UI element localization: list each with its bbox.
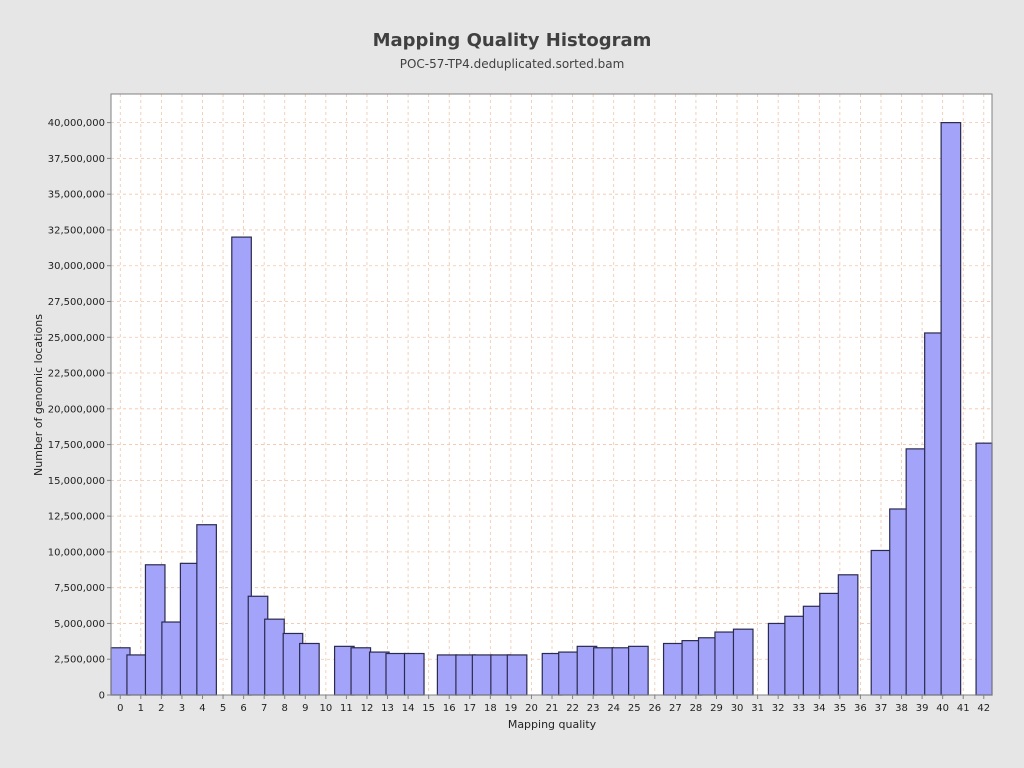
x-tick-label: 8	[282, 703, 288, 714]
x-tick-label: 23	[587, 703, 600, 714]
x-tick-label: 35	[833, 703, 846, 714]
x-tick-label: 13	[381, 703, 394, 714]
x-tick-label: 1	[138, 703, 144, 714]
y-tick-label: 25,000,000	[48, 333, 105, 344]
x-tick-label: 34	[813, 703, 826, 714]
y-tick-label: 5,000,000	[54, 619, 105, 630]
y-tick-label: 12,500,000	[48, 512, 105, 523]
x-tick-label: 4	[199, 703, 205, 714]
x-tick-label: 9	[302, 703, 308, 714]
x-tick-label: 39	[916, 703, 929, 714]
y-tick-label: 32,500,000	[48, 225, 105, 236]
histogram-bar	[299, 642, 320, 696]
axes: 02,500,0005,000,0007,500,00010,000,00012…	[48, 118, 990, 714]
x-tick-label: 3	[179, 703, 185, 714]
histogram-bar	[506, 654, 528, 696]
chart-subtitle: POC-57-TP4.deduplicated.sorted.bam	[399, 57, 625, 71]
y-tick-label: 22,500,000	[48, 369, 105, 380]
x-tick-label: 33	[792, 703, 805, 714]
x-tick-label: 21	[546, 703, 559, 714]
x-tick-label: 18	[484, 703, 497, 714]
x-tick-label: 16	[443, 703, 456, 714]
x-tick-label: 32	[772, 703, 785, 714]
y-tick-label: 35,000,000	[48, 190, 105, 201]
y-tick-label: 2,500,000	[54, 655, 105, 666]
histogram-bar	[837, 574, 859, 696]
x-tick-label: 30	[731, 703, 744, 714]
histogram-bar	[196, 524, 217, 696]
histogram-bar	[350, 647, 372, 696]
x-tick-label: 38	[895, 703, 908, 714]
x-tick-label: 29	[710, 703, 723, 714]
y-tick-label: 17,500,000	[48, 440, 105, 451]
x-tick-label: 28	[690, 703, 703, 714]
x-tick-label: 27	[669, 703, 682, 714]
x-tick-label: 0	[117, 703, 123, 714]
x-tick-label: 2	[158, 703, 164, 714]
x-tick-label: 12	[361, 703, 374, 714]
y-tick-label: 7,500,000	[54, 583, 105, 594]
histogram-bar	[975, 442, 993, 696]
x-tick-label: 25	[628, 703, 641, 714]
histogram-bar	[385, 652, 407, 696]
histogram-bar	[593, 647, 614, 696]
y-tick-label: 37,500,000	[48, 154, 105, 165]
x-tick-label: 19	[505, 703, 518, 714]
x-tick-label: 14	[402, 703, 415, 714]
histogram-bar	[161, 621, 183, 696]
histogram-bar	[264, 618, 285, 696]
histogram-bar	[403, 652, 425, 696]
histogram-bar	[471, 654, 493, 696]
histogram-bar	[714, 631, 736, 696]
histogram-bar	[436, 654, 458, 696]
plot-frame	[110, 93, 993, 696]
x-tick-label: 37	[875, 703, 888, 714]
x-tick-label: 36	[854, 703, 867, 714]
x-tick-label: 24	[607, 703, 620, 714]
histogram-bar	[732, 628, 754, 696]
x-tick-label: 15	[422, 703, 435, 714]
x-tick-label: 22	[566, 703, 579, 714]
histogram-bar	[870, 549, 892, 696]
histogram-bar	[628, 645, 649, 696]
chart-title: Mapping Quality Histogram	[372, 30, 652, 51]
histogram-bar	[905, 448, 927, 696]
y-tick-label: 27,500,000	[48, 297, 105, 308]
x-tick-label: 11	[340, 703, 353, 714]
x-tick-label: 10	[319, 703, 332, 714]
histogram-bar	[558, 651, 579, 696]
x-tick-label: 42	[977, 703, 990, 714]
y-tick-label: 0	[99, 691, 105, 702]
x-tick-label: 17	[463, 703, 476, 714]
histogram-bar	[126, 654, 148, 696]
x-tick-label: 5	[220, 703, 226, 714]
x-tick-label: 31	[751, 703, 764, 714]
histogram-bar	[784, 615, 805, 696]
y-tick-label: 20,000,000	[48, 404, 105, 415]
x-tick-label: 26	[648, 703, 661, 714]
y-tick-label: 40,000,000	[48, 118, 105, 129]
y-axis-label: Number of genomic locations	[32, 314, 45, 476]
x-axis-label: Mapping quality	[508, 718, 597, 731]
x-tick-label: 40	[936, 703, 949, 714]
y-tick-label: 10,000,000	[48, 547, 105, 558]
histogram-bar	[662, 642, 684, 696]
y-tick-label: 15,000,000	[48, 476, 105, 487]
histogram-bar	[819, 592, 840, 696]
x-tick-label: 6	[240, 703, 246, 714]
y-tick-label: 30,000,000	[48, 261, 105, 272]
histogram-bar	[940, 122, 962, 696]
x-tick-label: 7	[261, 703, 267, 714]
x-tick-label: 20	[525, 703, 538, 714]
x-tick-label: 41	[957, 703, 970, 714]
